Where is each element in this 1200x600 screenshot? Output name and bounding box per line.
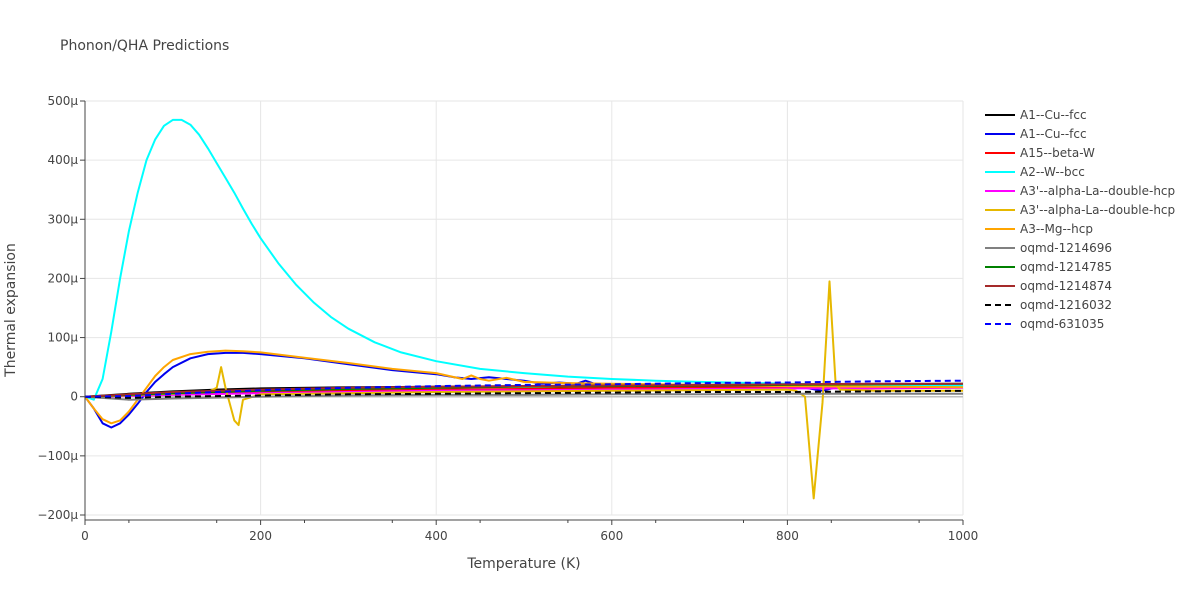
legend-label: A1--Cu--fcc: [1020, 108, 1087, 122]
legend-label: oqmd-631035: [1020, 317, 1104, 331]
x-tick-label: 0: [81, 529, 89, 543]
legend-label: A15--beta-W: [1020, 146, 1095, 160]
legend-item[interactable]: A1--Cu--fcc: [985, 127, 1087, 141]
x-tick-label: 200: [249, 529, 272, 543]
legend-item[interactable]: A1--Cu--fcc: [985, 108, 1087, 122]
y-tick-label: −100μ: [37, 449, 78, 463]
series-line-3: [84, 118, 964, 401]
legend-item[interactable]: oqmd-1214696: [985, 241, 1112, 255]
legend-item[interactable]: oqmd-631035: [985, 317, 1104, 331]
legend-label: A2--W--bcc: [1020, 165, 1085, 179]
y-tick-label: 400μ: [47, 153, 78, 167]
y-tick-label: 500μ: [47, 94, 78, 108]
x-tick-labels: 0 200 400 600 800 1000: [81, 520, 978, 543]
legend-item[interactable]: oqmd-1214874: [985, 279, 1112, 293]
legend-label: A3'--alpha-La--double-hcp: [1020, 184, 1175, 198]
x-tick-label: 1000: [948, 529, 979, 543]
y-tick-label: −200μ: [37, 508, 78, 522]
legend-label: oqmd-1214874: [1020, 279, 1112, 293]
axes: [84, 101, 963, 521]
series-line-10: [84, 389, 964, 399]
y-tick-label: 200μ: [47, 271, 78, 285]
chart-title: Phonon/QHA Predictions: [60, 38, 229, 54]
plot-lines: [84, 118, 964, 500]
legend-item[interactable]: A2--W--bcc: [985, 165, 1085, 179]
legend-label: oqmd-1214696: [1020, 241, 1112, 255]
series-line-6: [84, 349, 964, 425]
y-axis-title: Thermal expansion: [3, 243, 19, 378]
y-tick-label: 300μ: [47, 212, 78, 226]
x-tick-label: 800: [776, 529, 799, 543]
legend-item[interactable]: A3'--alpha-La--double-hcp: [985, 184, 1175, 198]
x-tick-label: 400: [425, 529, 448, 543]
legend-label: A3'--alpha-La--double-hcp: [1020, 203, 1175, 217]
series-line-7: [84, 392, 963, 401]
x-axis-title: Temperature (K): [466, 556, 580, 572]
grid: [85, 100, 964, 516]
y-tick-labels: −200μ −100μ 0 100μ 200μ 300μ 400μ 500μ: [37, 94, 85, 522]
legend-item[interactable]: A3--Mg--hcp: [985, 222, 1093, 236]
y-tick-label: 0: [70, 390, 78, 404]
y-tick-label: 100μ: [47, 331, 78, 345]
series-line-11: [84, 379, 964, 398]
legend-label: A1--Cu--fcc: [1020, 127, 1087, 141]
legend-item[interactable]: A15--beta-W: [985, 146, 1095, 160]
legend-item[interactable]: oqmd-1216032: [985, 298, 1112, 312]
legend-label: A3--Mg--hcp: [1020, 222, 1093, 236]
legend-item[interactable]: oqmd-1214785: [985, 260, 1112, 274]
legend-label: oqmd-1214785: [1020, 260, 1112, 274]
legend[interactable]: A1--Cu--fcc A1--Cu--fcc A15--beta-W A2--W--…: [985, 108, 1175, 331]
legend-label: oqmd-1216032: [1020, 298, 1112, 312]
legend-item[interactable]: A3'--alpha-La--double-hcp: [985, 203, 1175, 217]
x-tick-label: 600: [600, 529, 623, 543]
